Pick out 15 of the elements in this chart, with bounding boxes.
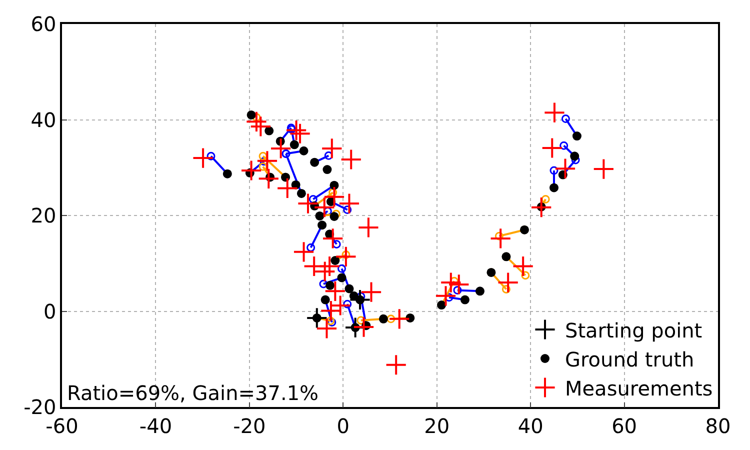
x-tick-label: 40: [518, 414, 544, 438]
x-tick-label: 0: [336, 414, 350, 438]
y-tick-label: 60: [30, 12, 56, 36]
legend-label: Measurements: [565, 376, 713, 400]
x-tick-label: 20: [424, 414, 450, 438]
x-tick-label: -20: [233, 414, 266, 438]
x-tick-label: -40: [139, 414, 172, 438]
y-tick-label: 0: [44, 299, 56, 324]
x-tick-label: 80: [705, 414, 731, 438]
legend-label: Ground truth: [565, 347, 694, 372]
annotation: Ratio=69%, Gain=37.1%: [67, 381, 319, 405]
legend-label: Starting point: [565, 318, 702, 342]
y-tick-label: 20: [30, 204, 56, 228]
x-tick-label: 60: [612, 414, 638, 438]
y-tick-label: 40: [30, 108, 56, 132]
